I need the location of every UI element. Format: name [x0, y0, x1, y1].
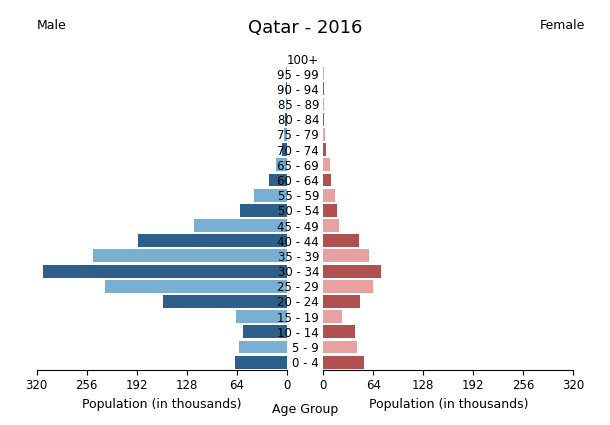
Bar: [323, 159, 329, 171]
Bar: [239, 340, 287, 354]
Bar: [323, 143, 326, 156]
Bar: [323, 356, 364, 368]
Bar: [236, 310, 287, 323]
Bar: [282, 143, 287, 156]
Bar: [163, 295, 287, 308]
Bar: [323, 265, 381, 278]
Bar: [323, 113, 325, 126]
Bar: [323, 98, 324, 110]
Bar: [243, 326, 287, 338]
Bar: [43, 265, 287, 278]
X-axis label: Population (in thousands): Population (in thousands): [82, 398, 242, 411]
Bar: [138, 234, 287, 247]
Bar: [323, 249, 368, 262]
Bar: [323, 295, 360, 308]
Bar: [323, 340, 357, 354]
Bar: [276, 159, 287, 171]
X-axis label: Population (in thousands): Population (in thousands): [368, 398, 528, 411]
Text: Male: Male: [37, 19, 66, 32]
Text: Female: Female: [540, 19, 586, 32]
Bar: [323, 173, 331, 187]
Bar: [323, 204, 337, 217]
Bar: [269, 173, 287, 187]
Bar: [323, 234, 359, 247]
Text: Age Group: Age Group: [272, 403, 338, 416]
Bar: [323, 310, 342, 323]
Bar: [323, 326, 354, 338]
Bar: [106, 280, 287, 293]
Bar: [323, 219, 339, 232]
Bar: [323, 189, 335, 201]
Bar: [254, 189, 287, 201]
Bar: [286, 98, 287, 110]
Bar: [323, 128, 325, 141]
Bar: [323, 280, 373, 293]
Bar: [93, 249, 287, 262]
Bar: [284, 128, 287, 141]
Bar: [240, 204, 287, 217]
Bar: [195, 219, 287, 232]
Bar: [235, 356, 287, 368]
Text: Qatar - 2016: Qatar - 2016: [248, 19, 362, 37]
Bar: [285, 113, 287, 126]
